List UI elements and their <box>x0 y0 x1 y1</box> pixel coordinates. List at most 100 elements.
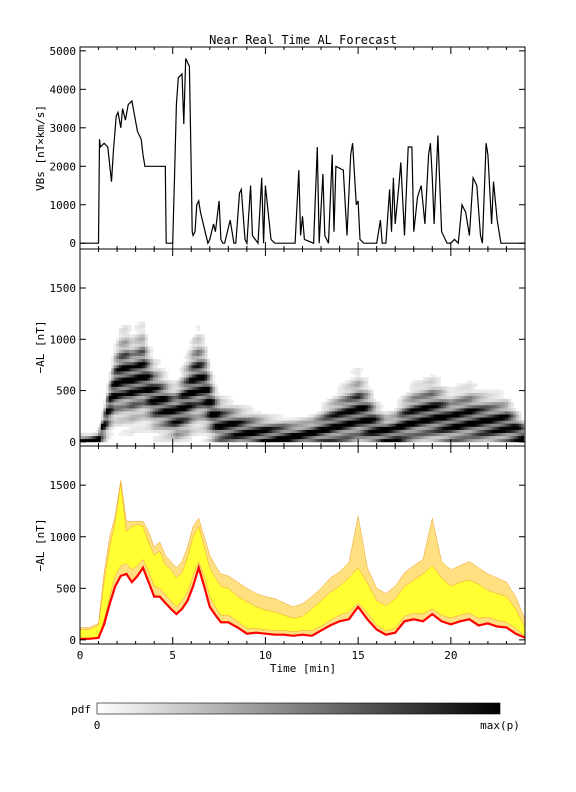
pdf-cell <box>456 395 460 400</box>
pdf-cell <box>357 405 361 409</box>
pdf-cell <box>160 383 164 387</box>
pdf-cell <box>427 429 431 433</box>
pdf-cell <box>155 371 159 375</box>
pdf-cell <box>344 411 348 415</box>
pdf-cell <box>477 426 481 430</box>
pdf-cell <box>427 414 431 418</box>
pdf-cell <box>456 435 460 440</box>
pdf-cell <box>386 435 390 440</box>
pdf-cell <box>352 429 356 433</box>
pdf-cell <box>425 408 429 412</box>
pdf-cell <box>100 420 104 424</box>
pdf-cell <box>212 383 216 387</box>
pdf-cell <box>144 346 148 350</box>
pdf-cell <box>456 420 460 424</box>
pdf-cell <box>124 429 127 433</box>
pdf-cell <box>173 417 177 421</box>
pdf-cell <box>248 426 252 430</box>
pdf-cell <box>399 429 403 433</box>
pdf-cell <box>108 423 112 427</box>
pdf-cell <box>420 386 423 390</box>
pdf-cell <box>134 411 138 415</box>
pdf-cell <box>266 420 270 424</box>
pdf-cell <box>204 368 208 372</box>
pdf-cell <box>331 411 335 415</box>
pdf-cell <box>209 386 213 390</box>
pdf-cell <box>116 355 120 360</box>
pdf-cell <box>108 380 112 384</box>
pdf-cell <box>111 414 115 418</box>
pdf-cell <box>118 340 122 344</box>
pdf-cell <box>383 414 387 418</box>
pdf-cell <box>274 432 278 437</box>
pdf-cell <box>370 429 374 433</box>
pdf-cell <box>292 438 296 443</box>
pdf-cell <box>207 368 211 372</box>
pdf-cell <box>126 340 130 344</box>
pdf-cell <box>508 435 512 440</box>
pdf-cell <box>266 429 270 433</box>
pdf-cell <box>116 423 120 427</box>
pdf-cell <box>191 392 195 396</box>
pdf-cell <box>209 408 213 412</box>
pdf-cell <box>157 361 161 366</box>
pdf-cell <box>240 432 244 437</box>
pdf-cell <box>469 435 473 440</box>
pdf-cell <box>144 358 148 363</box>
pdf-cell <box>378 405 382 409</box>
pdf-cell <box>170 435 174 440</box>
pdf-cell <box>186 358 190 363</box>
pdf-cell <box>448 395 452 400</box>
pdf-cell <box>329 423 333 427</box>
pdf-cell <box>118 398 122 403</box>
pdf-cell <box>196 432 200 437</box>
pdf-cell <box>435 420 439 424</box>
pdf-cell <box>196 423 200 427</box>
pdf-cell <box>108 417 112 421</box>
pdf-cell <box>131 340 135 344</box>
pdf-cell <box>362 377 366 381</box>
pdf-cell <box>191 420 195 424</box>
pdf-cell <box>324 408 327 412</box>
pdf-cell <box>339 429 343 433</box>
pdf-cell <box>350 380 353 384</box>
pdf-cell <box>165 435 169 440</box>
pdf-cell <box>373 429 377 433</box>
pdf-cell <box>427 395 431 400</box>
pdf-cell <box>183 423 187 427</box>
pdf-cell <box>228 417 231 421</box>
pdf-cell <box>503 417 506 421</box>
pdf-cell <box>106 426 109 430</box>
pdf-cell <box>352 414 356 418</box>
pdf-cell <box>220 432 224 437</box>
pdf-cell <box>409 423 413 427</box>
pdf-cell <box>142 361 146 366</box>
pdf-cell <box>178 438 182 443</box>
pdf-cell <box>147 392 151 396</box>
pdf-cell <box>422 432 426 437</box>
pdf-cell <box>183 408 187 412</box>
pdf-cell <box>448 408 452 412</box>
pdf-cell <box>409 383 413 387</box>
pdf-cell <box>106 438 109 443</box>
pdf-cell <box>417 435 421 440</box>
pdf-cell <box>412 386 416 390</box>
pdf-cell <box>435 435 439 440</box>
pdf-cell <box>383 429 387 433</box>
pdf-cell <box>191 432 195 437</box>
pdf-cell <box>186 435 190 440</box>
pdf-cell <box>477 389 481 393</box>
pdf-cell <box>139 420 143 424</box>
pdf-cell <box>230 411 234 415</box>
pdf-cell <box>311 429 314 433</box>
pdf-cell <box>113 343 117 347</box>
pdf-cell <box>373 426 377 430</box>
pdf-cell <box>259 426 262 430</box>
pdf-cell <box>212 380 216 384</box>
pdf-cell <box>440 398 444 403</box>
pdf-cell <box>378 401 382 406</box>
pdf-cell <box>277 420 281 424</box>
pdf-cell <box>147 383 151 387</box>
pdf-cell <box>461 435 465 440</box>
pdf-cell <box>116 371 120 375</box>
